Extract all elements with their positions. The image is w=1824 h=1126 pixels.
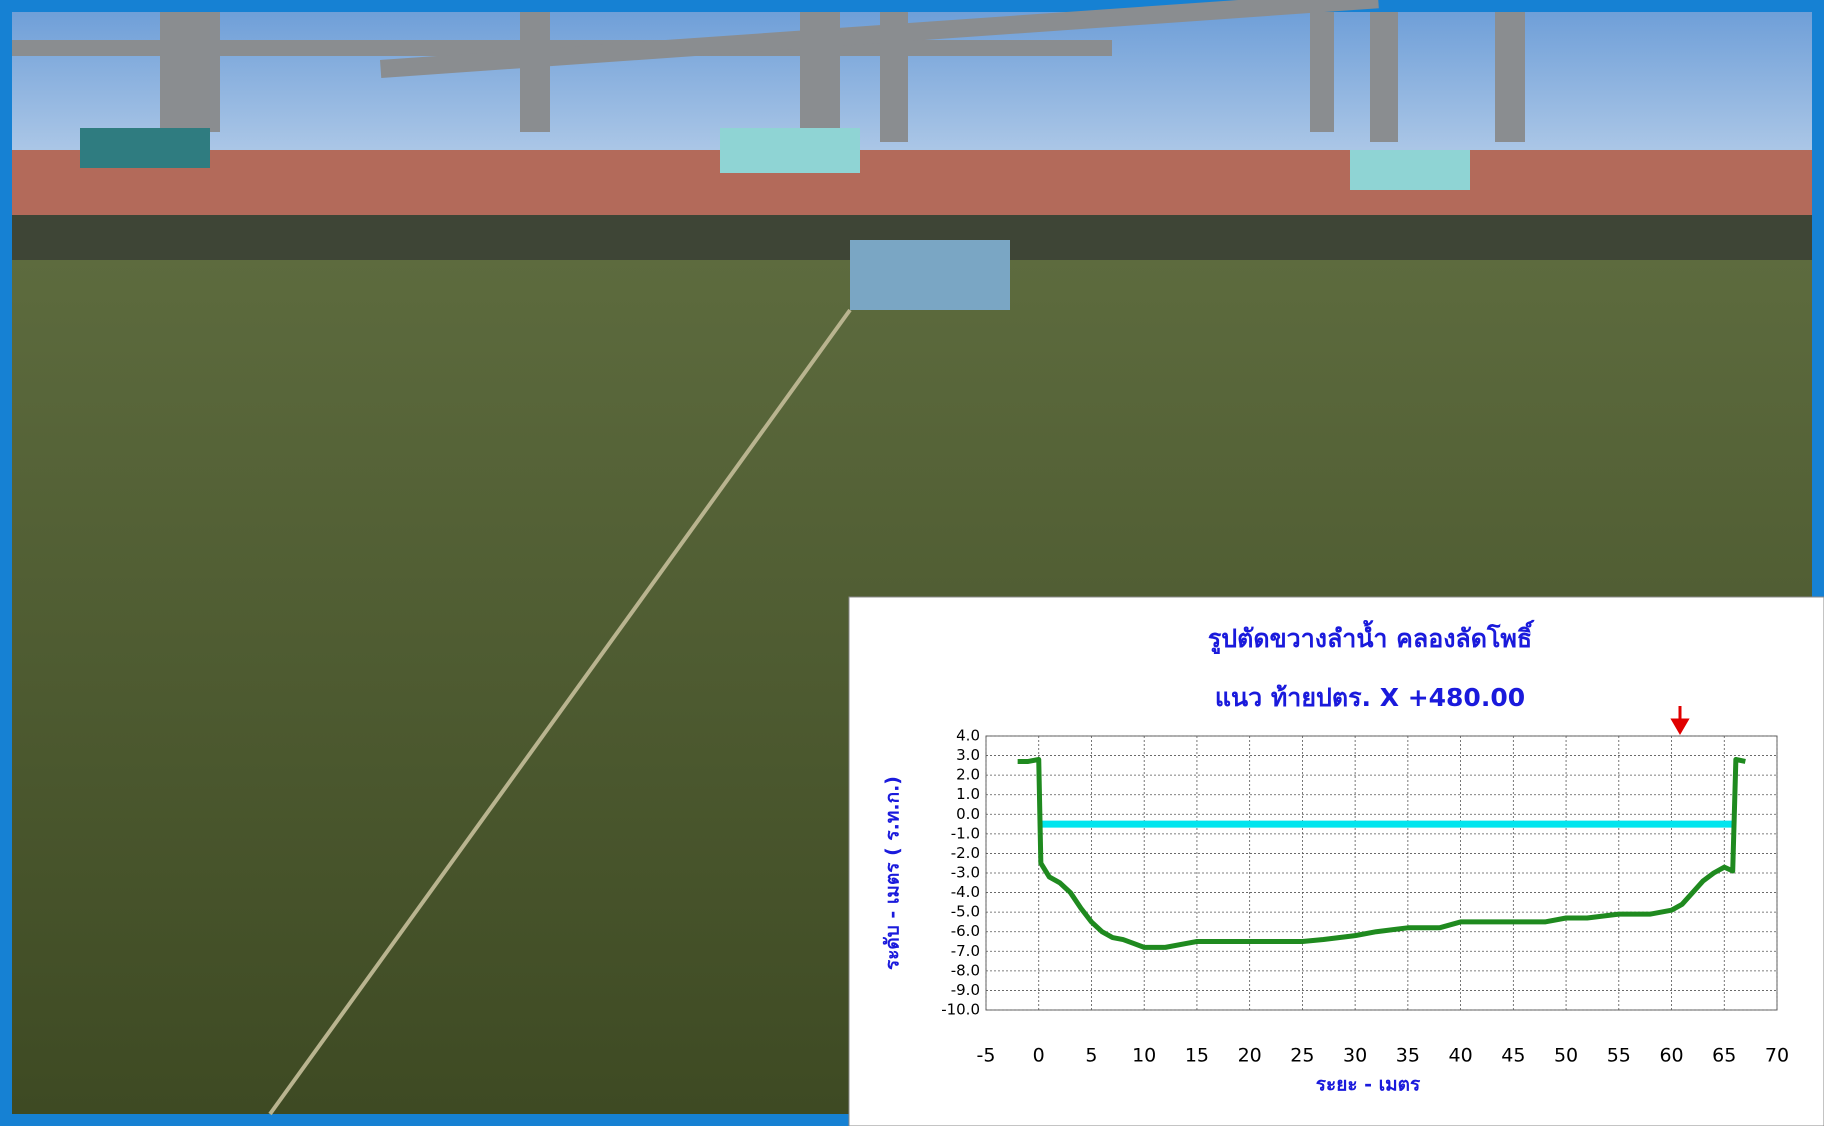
x-tick-label: 45 [1501,1045,1525,1067]
y-tick-label: 0.0 [956,805,980,823]
x-tick-label: 30 [1343,1045,1367,1067]
x-tick-label: 15 [1185,1045,1209,1067]
y-tick-label: -7.0 [951,942,980,960]
y-tick-label: -6.0 [951,922,980,940]
x-tick-label: 0 [1033,1045,1045,1067]
chart-subtitle: แนว ท้ายปตร. X +480.00 [1215,683,1525,712]
y-tick-label: 3.0 [956,746,980,764]
y-tick-label: -1.0 [951,824,980,842]
x-tick-label: 60 [1659,1045,1683,1067]
x-tick-label: 5 [1085,1045,1097,1067]
series-line [1017,756,1746,950]
y-tick-label: -4.0 [951,883,980,901]
y-tick-label: 1.0 [956,785,980,803]
y-tick-label: -8.0 [951,961,980,979]
x-tick-label: 10 [1132,1045,1156,1067]
y-tick-label: -3.0 [951,864,980,882]
x-tick-label: -5 [977,1045,996,1067]
pavilion-glass [1350,150,1470,190]
y-tick-label: 2.0 [956,766,980,784]
x-tick-label: 35 [1396,1045,1420,1067]
x-tick-label: 20 [1238,1045,1262,1067]
rope [268,308,852,1116]
x-tick-label: 70 [1765,1045,1789,1067]
x-axis-label: ระยะ - เมตร [1316,1074,1421,1096]
y-tick-label: -5.0 [951,903,980,921]
x-tick-label: 40 [1449,1045,1473,1067]
x-tick-label: 55 [1607,1045,1631,1067]
y-tick-label: 4.0 [956,727,980,745]
chart-title: รูปตัดขวางลำน้ำ คลองลัดโพธิ์ [1208,619,1535,655]
x-tick-label: 25 [1290,1045,1314,1067]
x-tick-label: 50 [1554,1045,1578,1067]
y-tick-label: -10.0 [941,1001,980,1019]
x-tick-label: 65 [1712,1045,1736,1067]
boat [850,240,1010,310]
y-tick-label: -9.0 [951,981,980,999]
pavilions [12,150,1812,215]
y-axis-label: ระดับ - เมตร ( ร.ท.ก.) [882,776,904,970]
pavilion-glass [80,128,210,168]
pavilion-glass [720,128,860,173]
plot-area [985,735,1778,1011]
bridge [12,0,1525,142]
y-tick-label: -2.0 [951,844,980,862]
marker-arrow [1670,706,1690,735]
